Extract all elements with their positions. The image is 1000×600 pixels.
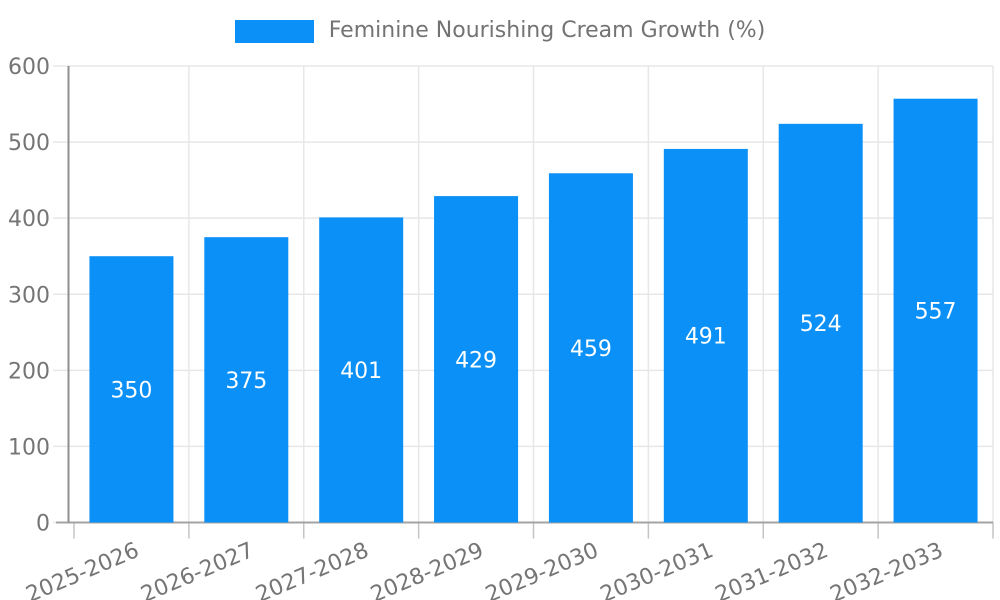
bar-value-label: 375 xyxy=(225,369,267,394)
y-axis-tick-label: 100 xyxy=(8,435,50,460)
x-axis-tick-label: 2029-2030 xyxy=(482,538,602,600)
x-axis-tick-label: 2030-2031 xyxy=(597,538,717,600)
bar-value-label: 459 xyxy=(570,337,612,362)
bar-value-label: 429 xyxy=(455,348,497,373)
y-axis-tick-label: 200 xyxy=(8,359,50,384)
x-axis-tick-label: 2027-2028 xyxy=(252,538,372,600)
chart-legend[interactable]: Feminine Nourishing Cream Growth (%) xyxy=(0,16,1000,46)
bar xyxy=(893,98,978,523)
x-axis-tick-label: 2032-2033 xyxy=(827,538,947,600)
bar xyxy=(663,148,748,523)
y-axis-tick-label: 500 xyxy=(8,131,50,156)
legend-swatch xyxy=(234,19,314,43)
x-axis-tick-label: 2031-2032 xyxy=(712,538,832,600)
x-axis-tick-label: 2028-2029 xyxy=(367,538,487,600)
x-axis-tick-label: 2026-2027 xyxy=(137,538,257,600)
bar-value-label: 350 xyxy=(110,378,152,403)
bar-value-label: 491 xyxy=(685,325,727,350)
y-axis-tick-label: 300 xyxy=(8,283,50,308)
bar xyxy=(319,217,404,523)
bar xyxy=(778,123,863,523)
bar-value-label: 401 xyxy=(340,359,382,384)
legend-label: Feminine Nourishing Cream Growth (%) xyxy=(328,18,766,43)
y-axis-tick-label: 400 xyxy=(8,207,50,232)
bar xyxy=(548,173,633,523)
x-axis-tick-label: 2025-2026 xyxy=(23,538,143,600)
y-axis-tick-label: 0 xyxy=(36,512,50,537)
bar xyxy=(204,237,289,523)
bar-value-label: 557 xyxy=(915,300,957,325)
bar xyxy=(434,196,519,523)
bar-value-label: 524 xyxy=(800,312,842,337)
y-axis-tick-label: 600 xyxy=(8,55,50,80)
bar xyxy=(89,256,174,523)
